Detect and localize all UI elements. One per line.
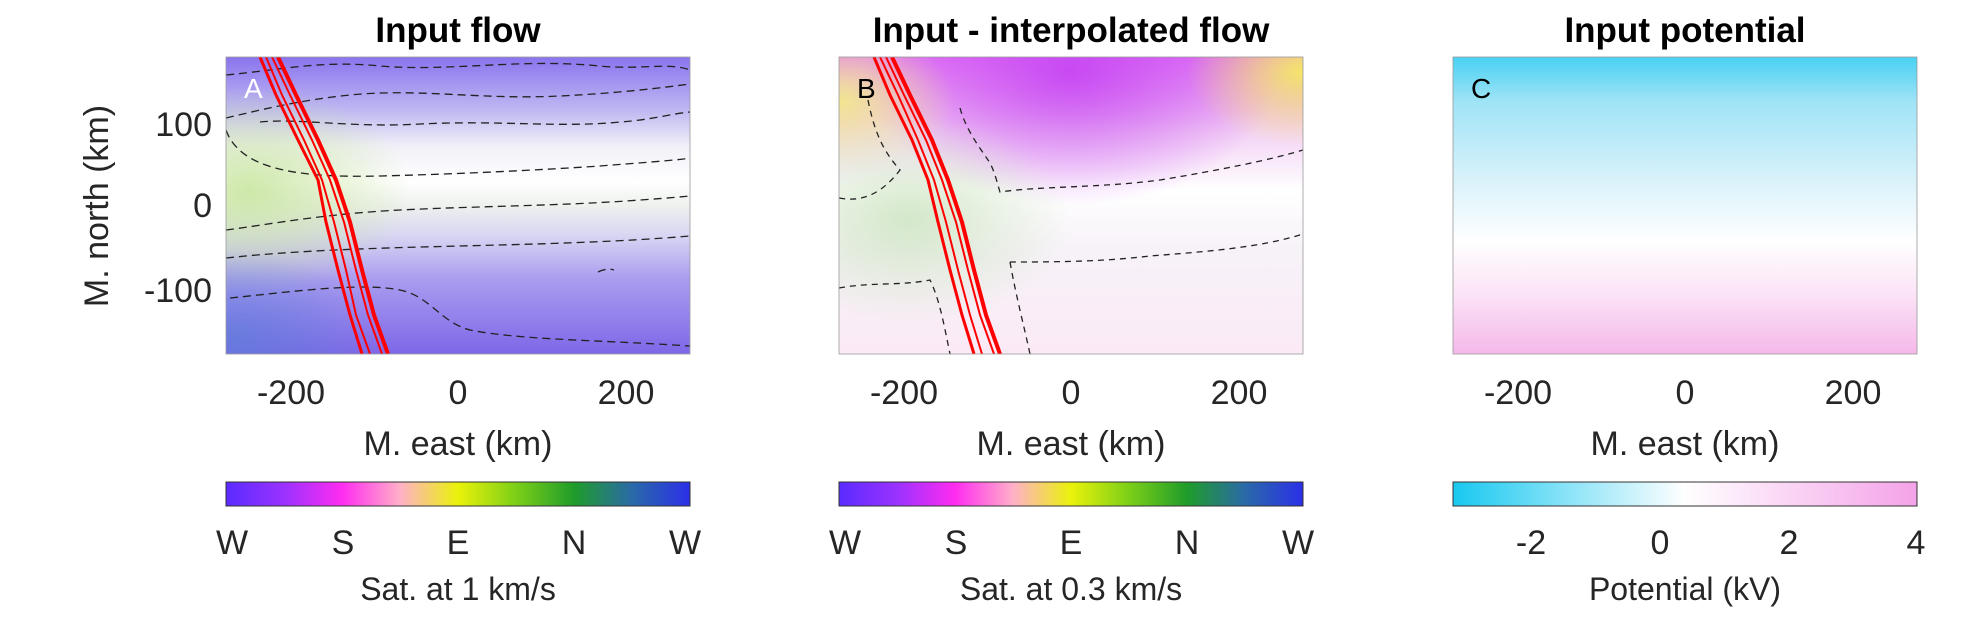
panel-b-satellite-track	[872, 57, 1002, 354]
panel-a-colorbar-tick: E	[447, 524, 470, 562]
panel-a-satellite-track	[258, 57, 390, 354]
panel-c-xlabel: M. east (km)	[1591, 425, 1780, 463]
panel-a-colorbar-label: Sat. at 1 km/s	[360, 571, 556, 607]
panel-a-colorbar-tick: S	[332, 524, 355, 562]
panel-b-plot-area: B	[839, 57, 1303, 354]
panel-b-colorbar-tick: S	[945, 524, 968, 562]
panel-c-xtick: -200	[1484, 374, 1552, 412]
panel-c-xtick: 0	[1676, 374, 1695, 412]
panel-c-colorbar-tick: 2	[1780, 524, 1799, 562]
panel-b-colorbar-tick: W	[829, 524, 861, 562]
panel-a-plot-area: A	[226, 57, 690, 354]
panel-b-green-region	[839, 57, 1303, 354]
panel-b-colorbar-label: Sat. at 0.3 km/s	[960, 571, 1182, 607]
panel-b-colorbar	[838, 481, 1304, 507]
panel-b-xlabel: M. east (km)	[977, 425, 1166, 463]
panel-b-xtick: 0	[1062, 374, 1081, 412]
panel-a-xtick: -200	[257, 374, 325, 412]
panel-c-xtick: 200	[1825, 374, 1882, 412]
panel-a-xtick: 0	[449, 374, 468, 412]
panel-a-colorbar-tick: W	[669, 524, 701, 562]
panel-c: Input potential C -200 0 200 M. east (km…	[1452, 11, 1926, 607]
panel-b-colorbar-tick: W	[1282, 524, 1314, 562]
panel-b-title: Input - interpolated flow	[873, 11, 1270, 50]
panel-a-ytick: 100	[155, 106, 212, 144]
panel-a-colorbar-tick: N	[562, 524, 587, 562]
panel-c-colorbar-tick: 4	[1907, 524, 1926, 562]
panel-a-ytick: 0	[193, 187, 212, 225]
panel-c-title: Input potential	[1564, 11, 1805, 50]
panel-c-label: C	[1471, 73, 1491, 104]
panel-a-ylabel: M. north (km)	[78, 105, 116, 307]
panel-b-frame	[838, 56, 1304, 355]
panel-b: Input - interpolated flow B -20	[829, 11, 1314, 607]
panel-c-colorbar	[1452, 481, 1918, 507]
panel-a-colorbar-tick: W	[216, 524, 248, 562]
panel-c-colorbar-tick: -2	[1516, 524, 1546, 562]
panel-a-contours	[226, 62, 690, 347]
panel-a-title: Input flow	[375, 11, 541, 50]
panel-c-plot-area: C	[1453, 57, 1917, 354]
panel-b-colorbar-tick: N	[1175, 524, 1200, 562]
panel-c-frame	[1452, 56, 1918, 355]
panel-a-ytick: -100	[144, 272, 212, 310]
panel-c-colorbar-tick: 0	[1651, 524, 1670, 562]
panel-b-label: B	[857, 73, 876, 104]
panel-a-label: A	[244, 73, 263, 104]
panel-a-frame	[225, 56, 691, 355]
panel-a-blue-region	[226, 57, 690, 354]
panel-b-contours	[839, 99, 1303, 354]
panel-a-xlabel: M. east (km)	[364, 425, 553, 463]
panel-a-xtick: 200	[598, 374, 655, 412]
panel-c-colorbar-label: Potential (kV)	[1589, 571, 1781, 607]
panel-b-xtick: -200	[870, 374, 938, 412]
panel-c-potential-field	[1453, 57, 1917, 354]
panel-b-xtick: 200	[1211, 374, 1268, 412]
panel-a-colorbar	[225, 481, 691, 507]
panel-a: Input flow A 100	[78, 11, 701, 607]
panel-b-colorbar-tick: E	[1060, 524, 1083, 562]
